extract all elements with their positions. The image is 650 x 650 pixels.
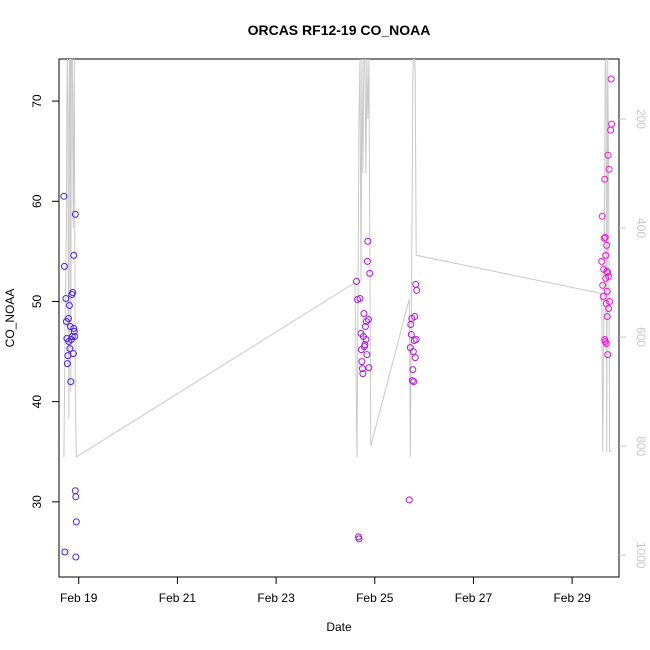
data-point — [356, 295, 364, 302]
data-point — [364, 316, 372, 323]
pressure-line — [63, 59, 612, 458]
data-point — [71, 333, 79, 340]
data-point — [408, 377, 416, 385]
data-point — [409, 348, 417, 356]
data-point — [65, 302, 73, 309]
data-points-layer — [60, 75, 616, 561]
data-point — [604, 151, 612, 159]
data-point — [69, 289, 77, 296]
y2-axis: 200 400 600 800 1000 — [619, 109, 648, 569]
data-point — [598, 212, 606, 220]
data-point — [361, 341, 369, 349]
y-tick-label: 50 — [30, 294, 44, 308]
data-point — [358, 358, 366, 366]
data-point — [604, 268, 612, 276]
data-point — [412, 280, 420, 288]
y2-tick-label: 600 — [634, 327, 648, 347]
data-point — [62, 295, 70, 302]
data-point — [358, 365, 366, 373]
x-tick-label: Feb 23 — [257, 591, 295, 605]
data-point — [406, 344, 414, 352]
data-point — [71, 210, 79, 218]
data-point — [602, 251, 610, 259]
data-point — [364, 237, 372, 245]
data-point — [64, 315, 72, 322]
data-point — [66, 345, 74, 353]
data-point — [67, 378, 75, 386]
data-point — [602, 340, 610, 347]
data-point — [353, 277, 360, 285]
data-point — [365, 364, 373, 372]
x-tick-label: Feb 19 — [60, 591, 98, 605]
y2-tick-label: 400 — [634, 218, 648, 238]
data-point — [603, 241, 611, 249]
data-point — [411, 354, 419, 362]
x-tick-label: Feb 29 — [553, 591, 591, 605]
data-point — [410, 378, 418, 386]
data-point — [66, 323, 74, 330]
data-point — [605, 305, 613, 312]
data-point — [60, 262, 68, 270]
data-point — [598, 257, 606, 265]
data-point — [361, 323, 369, 330]
data-point — [405, 496, 413, 504]
data-point — [362, 336, 370, 343]
data-point — [359, 370, 367, 378]
y-tick-label: 40 — [30, 395, 44, 409]
data-point — [599, 281, 607, 289]
data-point — [72, 518, 80, 526]
data-point — [600, 234, 608, 242]
x-tick-label: Feb 25 — [356, 591, 394, 605]
data-point — [63, 360, 71, 368]
y-axis-label: CO_NOAA — [3, 289, 17, 348]
y-tick-label: 70 — [30, 94, 44, 108]
x-tick-label: Feb 21 — [159, 591, 197, 605]
data-point — [411, 313, 419, 320]
chart-title: ORCAS RF12-19 CO_NOAA — [248, 22, 431, 38]
data-point — [72, 493, 80, 501]
y-tick-label: 30 — [30, 495, 44, 509]
data-point — [70, 251, 78, 259]
data-point — [601, 175, 609, 183]
y-tick-label: 60 — [30, 194, 44, 208]
y2-tick-label: 800 — [634, 436, 648, 456]
data-point — [72, 553, 80, 561]
data-point — [363, 257, 371, 265]
data-point — [60, 192, 68, 200]
data-point — [413, 286, 421, 294]
data-point — [599, 293, 607, 300]
data-point — [604, 351, 612, 359]
x-tick-label: Feb 27 — [455, 591, 493, 605]
x-axis-label: Date — [326, 620, 352, 634]
data-point — [61, 548, 69, 556]
data-point — [362, 318, 370, 325]
data-point — [71, 487, 79, 495]
data-point — [605, 165, 613, 173]
data-point — [601, 233, 609, 241]
data-point — [69, 350, 77, 358]
data-point — [605, 272, 613, 280]
plot-frame — [58, 58, 620, 578]
data-point — [363, 351, 371, 359]
x-axis: Feb 19 Feb 21 Feb 23 Feb 25 Feb 27 Feb 29 — [60, 577, 591, 605]
data-point — [366, 269, 374, 277]
data-point — [407, 331, 415, 338]
y2-tick-label: 200 — [634, 109, 648, 129]
data-point — [70, 328, 78, 335]
data-point — [607, 75, 615, 83]
data-point — [608, 120, 616, 128]
data-point — [412, 336, 420, 343]
data-point — [70, 325, 78, 332]
y2-tick-label: 1000 — [634, 542, 648, 569]
data-point — [355, 535, 363, 543]
data-point — [360, 310, 368, 317]
y-axis: 30 40 50 60 70 — [30, 94, 59, 509]
pressure-line-layer — [63, 59, 612, 458]
data-point — [603, 313, 611, 320]
data-point — [603, 287, 611, 295]
data-point — [606, 298, 614, 305]
data-point — [409, 366, 417, 374]
